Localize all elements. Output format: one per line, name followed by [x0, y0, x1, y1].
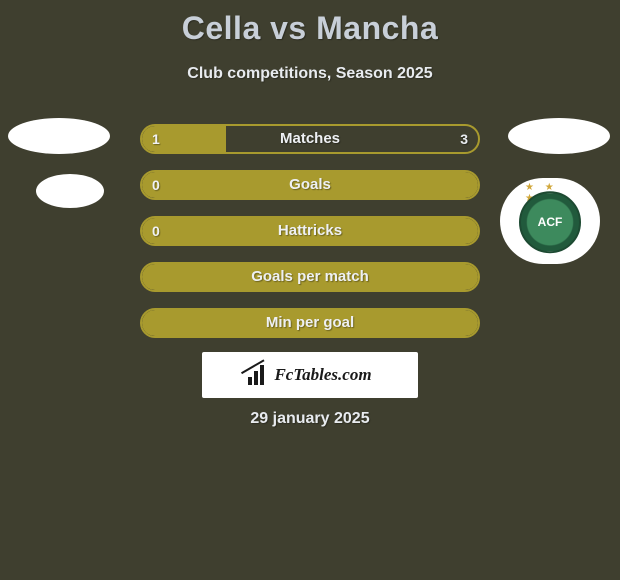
- stat-label: Min per goal: [142, 310, 478, 336]
- stats-rows: 1 Matches 3 0 Goals 0 Hattricks Goals pe…: [140, 124, 480, 354]
- club-badge-right: ★ ★ ★ ★ ACF: [500, 178, 600, 264]
- stat-row-matches: 1 Matches 3: [140, 124, 480, 154]
- player-right-avatar-1: [508, 118, 610, 154]
- badge-inner: ACF: [519, 191, 581, 253]
- stat-label: Goals: [142, 172, 478, 198]
- branding-text: FcTables.com: [274, 365, 371, 385]
- stat-right-value: 3: [460, 126, 468, 152]
- stat-label: Matches: [142, 126, 478, 152]
- subtitle: Club competitions, Season 2025: [0, 65, 620, 83]
- player-left-avatar-2: [36, 174, 104, 208]
- date-text: 29 january 2025: [0, 410, 620, 428]
- stat-label: Hattricks: [142, 218, 478, 244]
- stat-row-goals: 0 Goals: [140, 170, 480, 200]
- stat-row-mpg: Min per goal: [140, 308, 480, 338]
- chart-icon: [248, 365, 268, 385]
- page-title: Cella vs Mancha: [0, 0, 620, 47]
- stat-row-hattricks: 0 Hattricks: [140, 216, 480, 246]
- player-left-avatar-1: [8, 118, 110, 154]
- stat-label: Goals per match: [142, 264, 478, 290]
- branding-box[interactable]: FcTables.com: [202, 352, 418, 398]
- stat-row-gpm: Goals per match: [140, 262, 480, 292]
